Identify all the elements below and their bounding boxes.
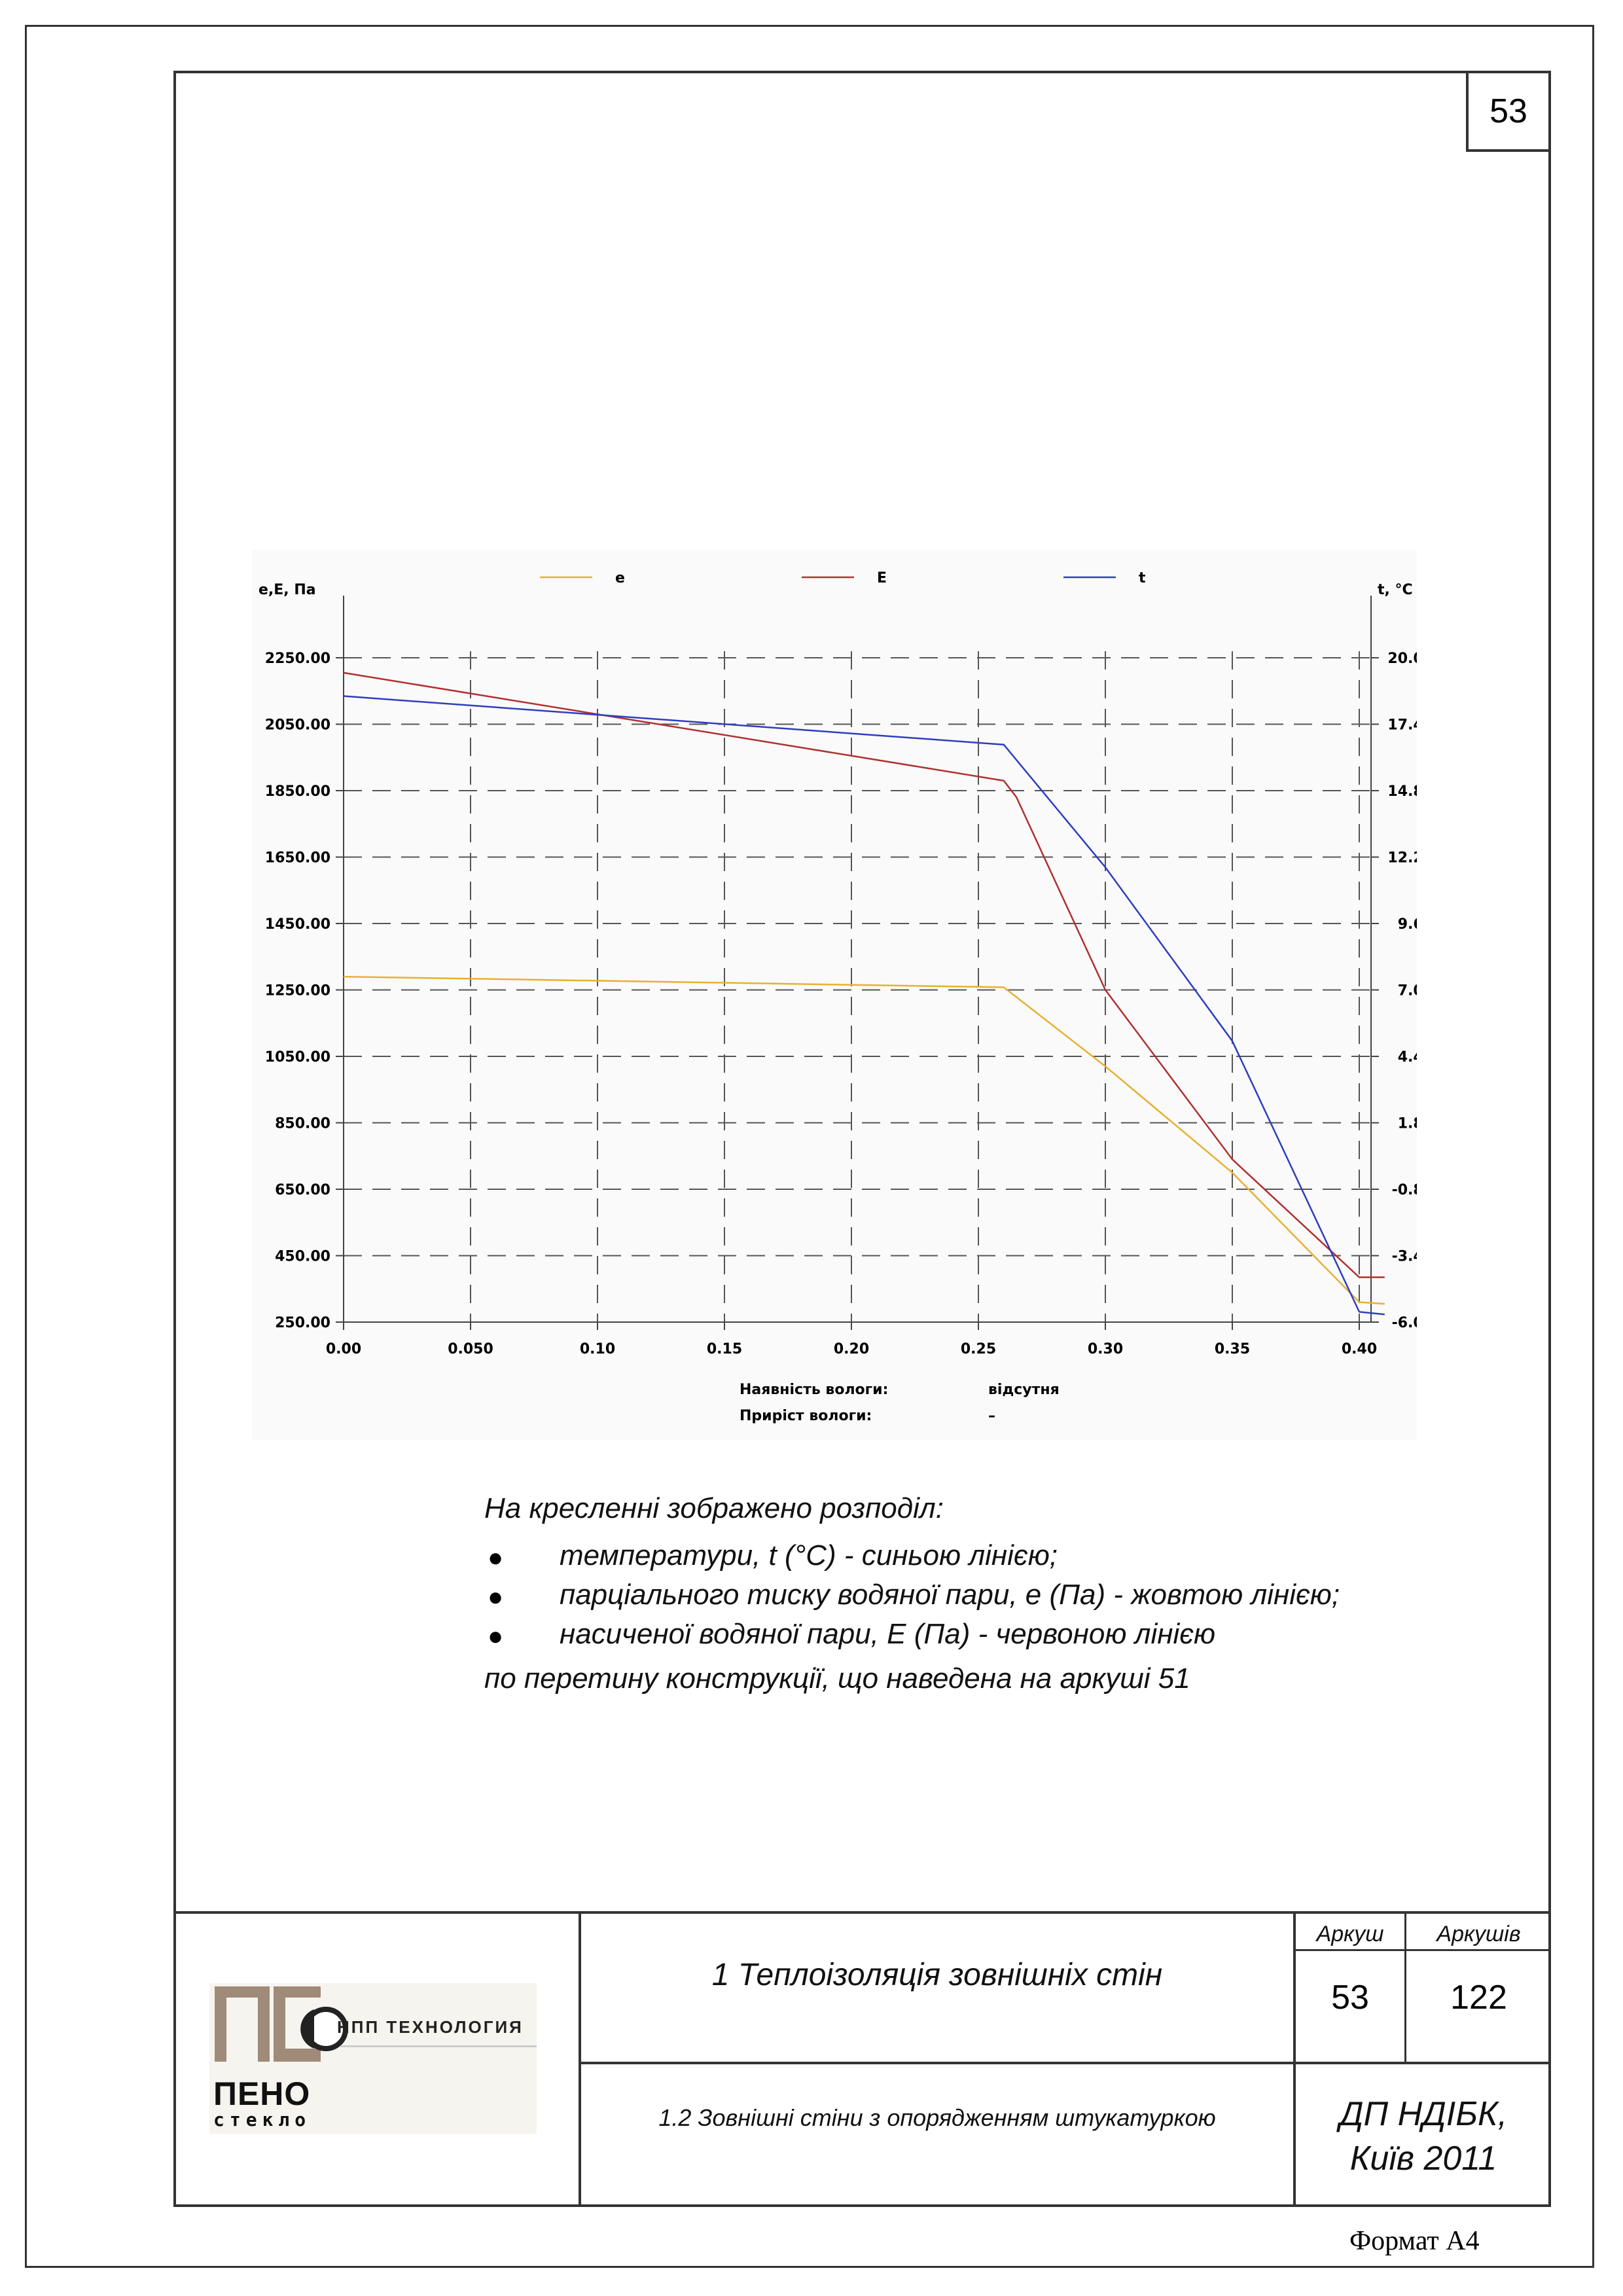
series-line-E xyxy=(343,672,1385,1278)
title-block-divider-right xyxy=(1293,1911,1296,2207)
y-left-tick-label: 1650.00 xyxy=(265,850,330,867)
y-right-tick-label: 4.40 xyxy=(1398,1049,1417,1066)
legend-label-e: e xyxy=(615,570,625,586)
y-left-tick-label: 2050.00 xyxy=(265,717,330,734)
y-left-tick-label: 450.00 xyxy=(275,1249,330,1265)
title-block-header-line xyxy=(1293,1949,1551,1951)
title-block-divider-left xyxy=(579,1911,581,2207)
chart-series xyxy=(343,672,1385,1316)
y-left-tick-label: 850.00 xyxy=(275,1116,330,1132)
y-right-tick-label: 7.00 xyxy=(1398,983,1417,999)
y-left-tick-label: 1450.00 xyxy=(265,916,330,933)
y-right-tick-label: -6.00 xyxy=(1392,1315,1417,1331)
x-tick-label: 0.35 xyxy=(1215,1341,1250,1357)
y-left-tick-label: 1850.00 xyxy=(265,783,330,800)
y-right-tick-label: 12.20 xyxy=(1387,850,1417,867)
y-left-tick-label: 1250.00 xyxy=(265,983,330,999)
y-right-tick-label: 17.40 xyxy=(1387,717,1417,734)
chart-grid xyxy=(344,651,1371,1322)
logo-company-name: НПП ТЕХНОЛОГИЯ xyxy=(337,2017,524,2037)
sheet-title: 1 Теплоізоляція зовнішніх стін xyxy=(711,1958,1163,1992)
col-header-sheets: Аркушів xyxy=(1436,1922,1521,1946)
y-right-axis-label: t, °C xyxy=(1378,582,1413,598)
caption-outro: по перетину конструкції, що наведена на … xyxy=(484,1662,1190,1695)
sheet-subtitle: 1.2 Зовнішні стіни з опорядженням штукат… xyxy=(658,2104,1216,2131)
logo-peno: ПЕНО xyxy=(213,2075,311,2112)
legend-label-t: t xyxy=(1139,570,1146,586)
x-tick-label: 0.10 xyxy=(580,1341,615,1357)
legend-label-E: E xyxy=(877,570,887,586)
bullet-1: ● xyxy=(488,1543,504,1572)
y-right-tick-label: 14.80 xyxy=(1387,783,1417,800)
y-right-tick-label: 20.00 xyxy=(1387,651,1417,667)
title-block-sheet-divider xyxy=(1404,1911,1406,2062)
chart-footer-label: Приріст вологи: xyxy=(740,1408,872,1424)
y-left-tick-label: 1050.00 xyxy=(265,1049,330,1066)
x-tick-label: 0.40 xyxy=(1342,1341,1377,1357)
series-line-t xyxy=(343,695,1385,1316)
y-right-tick-label: 1.80 xyxy=(1398,1116,1417,1132)
series-line-e xyxy=(343,975,1385,1305)
chart-footer-value: – xyxy=(988,1408,995,1424)
page-number-corner: 53 xyxy=(1466,71,1551,152)
y-right-tick-label: 9.60 xyxy=(1398,916,1417,933)
bullet-3: ● xyxy=(488,1622,504,1651)
x-tick-label: 0.00 xyxy=(326,1341,361,1357)
chart-footer-value: відсутня xyxy=(988,1382,1060,1398)
total-sheets: 122 xyxy=(1450,1979,1507,2017)
sheet-number: 53 xyxy=(1331,1979,1369,2017)
logo-steklo: стекло xyxy=(213,2109,312,2130)
col-header-sheet: Аркуш xyxy=(1316,1922,1384,1946)
y-right-tick-label: -3.40 xyxy=(1392,1249,1417,1265)
x-tick-label: 0.15 xyxy=(707,1341,742,1357)
y-left-tick-label: 2250.00 xyxy=(265,651,330,667)
y-right-tick-label: -0.80 xyxy=(1392,1182,1417,1198)
chart-container: e Et e,E, Па t, °C 2250.00 20.00 2050.00 17.4… xyxy=(252,550,1433,1440)
bullet-2: ● xyxy=(488,1583,504,1611)
chart-footer: Наявність вологи: відсутня Приріст вологи:… xyxy=(740,1382,1060,1424)
caption-item-saturated-pressure: насиченої водяної пари, E (Па) - червоно… xyxy=(560,1618,1216,1650)
caption-item-partial-pressure: парціального тиску водяної пари, e (Па) … xyxy=(560,1579,1340,1611)
moisture-temperature-chart: e Et e,E, Па t, °C 2250.00 20.00 2050.00 17.4… xyxy=(259,570,1433,1424)
x-tick-label: 0.20 xyxy=(834,1341,869,1357)
chart-axes: e,E, Па t, °C xyxy=(259,582,1413,1323)
y-left-tick-label: 250.00 xyxy=(275,1315,330,1331)
y-left-axis-label: e,E, Па xyxy=(259,582,316,598)
format-label: Формат А4 xyxy=(1349,2226,1480,2256)
title-block-top-line xyxy=(173,1911,1551,1914)
y-left-tick-label: 650.00 xyxy=(275,1182,330,1198)
caption-intro: На кресленні зображено розподіл: xyxy=(484,1492,944,1524)
chart-footer-label: Наявність вологи: xyxy=(740,1382,888,1398)
x-tick-label: 0.25 xyxy=(961,1341,996,1357)
caption-item-temperature: температури, t (°C) - синьою лінією; xyxy=(560,1539,1058,1571)
company-logo: НПП ТЕХНОЛОГИЯ ПЕНО стекло xyxy=(209,1983,537,2134)
x-tick-label: 0.30 xyxy=(1088,1341,1123,1357)
title-block-mid-line xyxy=(579,2062,1551,2064)
outer-frame xyxy=(25,25,1594,2268)
drawing-frame xyxy=(173,71,1551,2207)
chart-ticks: 2250.00 20.00 2050.00 17.40 1850.00 14.80 1650… xyxy=(265,651,1433,1357)
organization: ДП НДІБК, xyxy=(1339,2095,1508,2133)
logo-graphic xyxy=(209,1983,537,2134)
city-year: Київ 2011 xyxy=(1349,2140,1497,2178)
x-tick-label: 0.050 xyxy=(448,1341,493,1357)
